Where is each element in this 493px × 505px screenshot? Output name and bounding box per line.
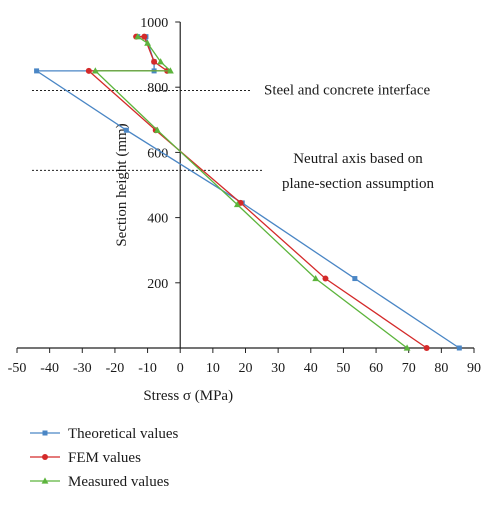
data-point (85, 67, 92, 74)
data-point (123, 127, 129, 133)
legend-label: Theoretical values (68, 426, 179, 442)
data-point (157, 58, 165, 65)
series-fem-values (85, 33, 430, 351)
x-tick-label: 80 (434, 361, 448, 376)
data-point (134, 33, 142, 40)
x-tick-label: -40 (40, 361, 59, 376)
y-axis-title: Section height (mm) (114, 123, 130, 246)
x-tick-label: -30 (73, 361, 92, 376)
legend-marker (42, 454, 48, 460)
data-point (233, 200, 241, 208)
legend-entry: Measured values (30, 474, 169, 490)
legend-label: Measured values (68, 474, 169, 490)
x-tick-label: 90 (467, 361, 481, 376)
legend-marker (41, 477, 49, 484)
x-tick-label: 40 (304, 361, 318, 376)
data-point (151, 58, 158, 65)
legend-marker (42, 430, 48, 436)
data-point (141, 33, 148, 40)
y-tick-label: 400 (147, 212, 168, 227)
neutral-axis-annotation-line2: plane-section assumption (282, 176, 435, 192)
x-tick-label: -20 (106, 361, 125, 376)
legend-entry: Theoretical values (30, 426, 179, 442)
data-point (144, 39, 151, 46)
data-point (352, 276, 358, 282)
data-point (153, 126, 161, 133)
x-tick-label: 10 (206, 361, 220, 376)
x-tick-label: 60 (369, 361, 383, 376)
x-tick-label: -50 (8, 361, 27, 376)
data-point (312, 274, 320, 282)
legend-entry: FEM values (30, 450, 141, 466)
neutral-axis-annotation-line1: Neutral axis based on (293, 151, 423, 167)
data-point (456, 345, 462, 351)
x-tick-label: 20 (239, 361, 253, 376)
y-tick-label: 800 (147, 81, 168, 96)
x-tick-label: -10 (138, 361, 157, 376)
x-axis-title: Stress σ (MPa) (143, 388, 233, 404)
x-tick-label: 70 (402, 361, 416, 376)
data-point (403, 344, 411, 351)
data-point (34, 68, 40, 74)
data-point (167, 67, 174, 74)
interface-annotation: Steel and concrete interface (264, 82, 430, 98)
series-measured-values (91, 33, 411, 351)
y-tick-label: 200 (147, 277, 168, 292)
y-tick-label: 600 (147, 146, 168, 161)
x-tick-label: 0 (177, 361, 184, 376)
x-tick-label: 50 (336, 361, 350, 376)
data-point (322, 275, 329, 282)
x-tick-label: 30 (271, 361, 285, 376)
legend-label: FEM values (68, 450, 141, 466)
data-point (423, 345, 430, 351)
y-tick-label: 1000 (140, 16, 168, 31)
data-point (91, 67, 99, 74)
